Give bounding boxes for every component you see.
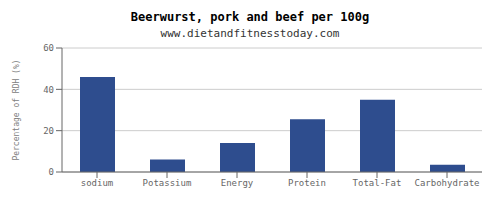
svg-text:Energy: Energy xyxy=(221,178,254,188)
html-text:www.dietandfitnesstoday.com: www.dietandfitnesstoday.com xyxy=(160,27,340,40)
svg-text:sodium: sodium xyxy=(81,178,114,188)
svg-text:Carbohydrate: Carbohydrate xyxy=(414,178,479,188)
svg-text:Protein: Protein xyxy=(288,178,326,188)
svg-text:20: 20 xyxy=(43,126,54,136)
svg-text:Percentage of RDH (%): Percentage of RDH (%) xyxy=(12,59,21,160)
html-text:Beerwurst, pork and beef per 1: Beerwurst, pork and beef per 100g xyxy=(130,10,370,24)
svg-text:Potassium: Potassium xyxy=(143,178,192,188)
svg-text:0: 0 xyxy=(49,167,54,177)
svg-text:40: 40 xyxy=(43,85,54,95)
svg-text:Total-Fat: Total-Fat xyxy=(353,178,402,188)
svg-text:60: 60 xyxy=(43,43,54,53)
